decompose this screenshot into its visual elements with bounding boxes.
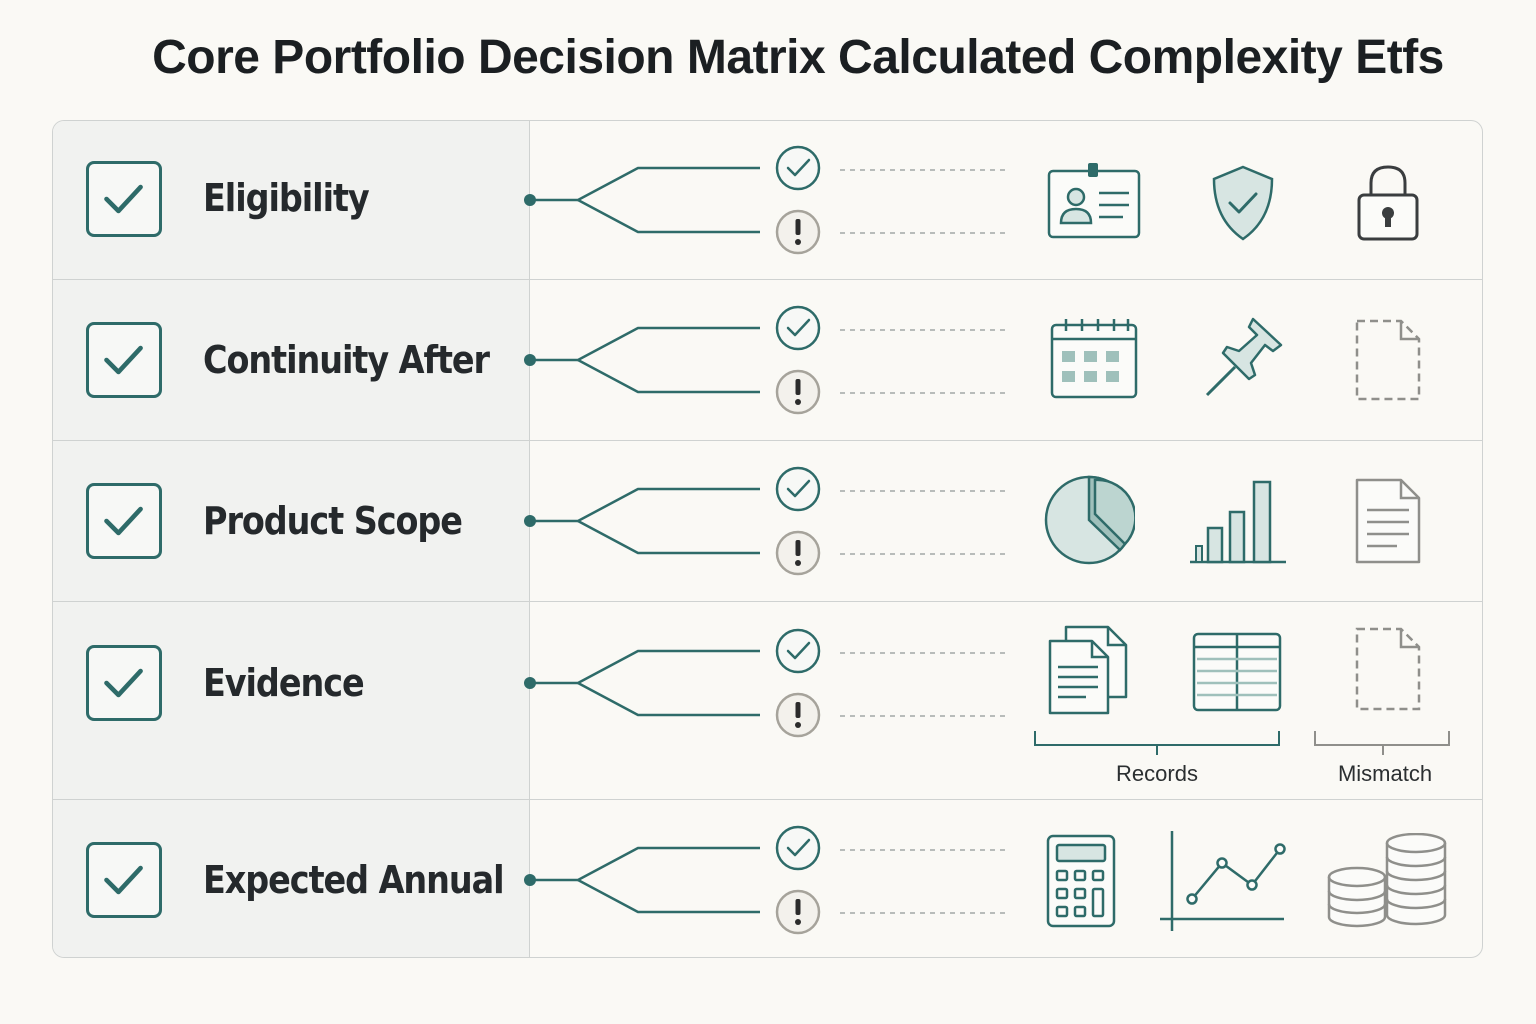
exclamation-circle-icon	[775, 209, 821, 255]
line-chart-icon	[1158, 829, 1286, 933]
row-label: Eligibility	[203, 176, 370, 220]
row-divider	[53, 799, 1482, 800]
decision-branch	[524, 628, 1008, 738]
check-circle-icon	[775, 466, 821, 512]
check-circle-icon	[775, 628, 821, 674]
decision-matrix: Eligibility	[52, 120, 1483, 958]
dashed-document-icon	[1353, 625, 1423, 713]
row-label: Evidence	[203, 661, 365, 705]
coin-stacks-icon	[1325, 833, 1449, 929]
matrix-row-eligibility: Eligibility	[53, 121, 1482, 279]
row-checkbox[interactable]	[86, 322, 162, 398]
row-label: Continuity After	[203, 338, 490, 382]
check-circle-icon	[775, 145, 821, 191]
exclamation-circle-icon	[775, 889, 821, 935]
decision-branch	[524, 305, 1008, 415]
row-divider	[53, 279, 1482, 280]
row-checkbox[interactable]	[86, 483, 162, 559]
padlock-icon	[1353, 161, 1423, 243]
group-brackets	[1034, 731, 1450, 755]
pie-chart-icon	[1043, 474, 1135, 566]
bar-chart-icon	[1188, 476, 1288, 566]
document-icon	[1353, 476, 1423, 566]
row-divider	[53, 601, 1482, 602]
exclamation-circle-icon	[775, 692, 821, 738]
check-circle-icon	[775, 825, 821, 871]
row-label: Expected Annual	[203, 858, 505, 902]
decision-branch	[524, 466, 1008, 576]
dashed-document-icon	[1353, 317, 1423, 403]
row-checkbox[interactable]	[86, 645, 162, 721]
id-card-icon	[1043, 159, 1143, 243]
ledger-table-icon	[1191, 631, 1283, 713]
row-divider	[53, 440, 1482, 441]
matrix-row-continuity-after: Continuity After	[53, 279, 1482, 440]
row-label: Product Scope	[203, 499, 463, 543]
row-checkbox[interactable]	[86, 161, 162, 237]
matrix-row-evidence: Evidence	[53, 601, 1482, 799]
calendar-icon	[1048, 317, 1140, 401]
group-label-mismatch: Mismatch	[1337, 761, 1433, 786]
exclamation-circle-icon	[775, 530, 821, 576]
shield-check-icon	[1208, 163, 1278, 243]
decision-branch	[524, 145, 1008, 255]
matrix-row-expected-annual: Expected Annual	[53, 799, 1482, 957]
decision-branch	[524, 825, 1008, 935]
stacked-documents-icon	[1046, 623, 1130, 717]
matrix-row-product-scope: Product Scope	[53, 440, 1482, 601]
exclamation-circle-icon	[775, 369, 821, 415]
calculator-icon	[1045, 833, 1117, 929]
pushpin-icon	[1203, 315, 1285, 399]
group-label-records: Records	[1116, 761, 1198, 786]
page-title: Core Portfolio Decision Matrix Calculate…	[152, 31, 1444, 84]
check-circle-icon	[775, 305, 821, 351]
row-checkbox[interactable]	[86, 842, 162, 918]
